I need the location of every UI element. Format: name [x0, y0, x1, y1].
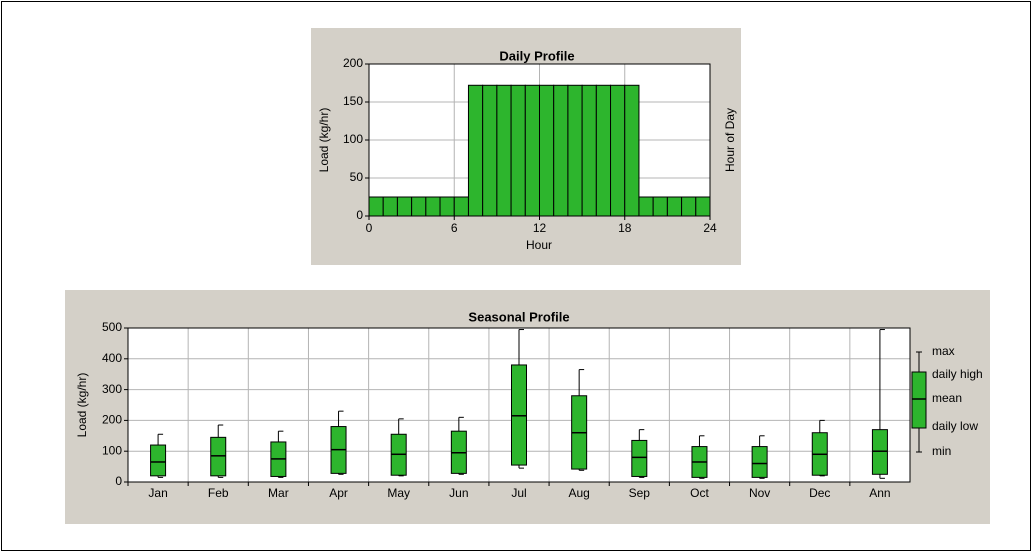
chart-title: Seasonal Profile — [468, 309, 569, 324]
x-tick-label: 6 — [451, 221, 458, 235]
x-tick-label: Ann — [869, 486, 890, 500]
x-tick-label: Oct — [690, 486, 709, 500]
bar — [510, 84, 526, 217]
plot-border — [368, 63, 711, 217]
y-axis-label: Load (kg/hr) — [317, 108, 331, 173]
x-tick-label: May — [387, 486, 410, 500]
box — [511, 364, 527, 466]
y-axis-label: Load (kg/hr) — [75, 373, 89, 438]
bar — [595, 84, 612, 217]
x-tick-label: 24 — [703, 221, 717, 235]
x-tick-label: Jan — [148, 486, 167, 500]
y-tick-label: 100 — [102, 443, 122, 457]
bar — [382, 196, 398, 217]
bar — [425, 196, 441, 217]
x-tick-label: Feb — [208, 486, 229, 500]
bar — [482, 84, 498, 217]
box — [150, 444, 167, 477]
y-tick-label: 0 — [115, 474, 122, 488]
box — [210, 436, 227, 477]
bar — [567, 84, 583, 217]
bar — [467, 84, 484, 217]
x-tick-label: Aug — [568, 486, 589, 500]
x-tick-label: 18 — [618, 221, 632, 235]
y-tick-label: 300 — [102, 382, 122, 396]
bar — [681, 196, 697, 217]
legend-label: mean — [932, 391, 962, 405]
x-tick-label: Nov — [749, 486, 770, 500]
y2-axis-label: Hour of Day — [723, 108, 737, 172]
bar — [396, 196, 413, 217]
x-axis-label: Hour — [526, 238, 552, 252]
bar — [411, 196, 427, 217]
bar — [666, 196, 683, 217]
bar — [652, 196, 668, 217]
bar — [581, 84, 597, 217]
bar — [624, 84, 640, 217]
y-tick-label: 50 — [350, 170, 364, 184]
legend-label: daily low — [932, 419, 978, 433]
y-tick-label: 200 — [102, 413, 122, 427]
y-tick-label: 500 — [102, 320, 122, 334]
seasonal-layer: max daily high mean daily low min — [932, 344, 983, 458]
bar — [539, 84, 555, 217]
box — [871, 429, 888, 475]
y-tick-label: 0 — [356, 208, 363, 222]
legend-label: min — [932, 444, 951, 458]
x-tick-label: 12 — [533, 221, 547, 235]
x-tick-label: Dec — [809, 486, 830, 500]
legend-label: daily high — [932, 367, 983, 381]
x-tick-label: Jun — [449, 486, 468, 500]
chart-title: Daily Profile — [499, 48, 574, 63]
legend-label: max — [932, 344, 955, 358]
x-tick-label: Apr — [329, 486, 348, 500]
x-tick-label: Mar — [268, 486, 289, 500]
bar — [638, 196, 654, 217]
y-tick-label: 200 — [343, 56, 363, 70]
bar — [439, 196, 455, 217]
legend-box — [911, 371, 927, 429]
y-tick-label: 150 — [343, 94, 363, 108]
y-tick-label: 100 — [343, 132, 363, 146]
bar — [610, 84, 626, 217]
box — [751, 446, 768, 478]
bar — [368, 196, 384, 217]
bar — [695, 196, 711, 217]
x-tick-label: 0 — [366, 221, 373, 235]
x-tick-label: Sep — [629, 486, 651, 500]
box — [631, 439, 648, 477]
bar — [453, 196, 469, 217]
bar — [496, 84, 512, 217]
y-tick-label: 400 — [102, 351, 122, 365]
bar — [553, 84, 569, 217]
bar — [524, 84, 541, 217]
plot-border — [127, 327, 911, 483]
x-tick-label: Jul — [511, 486, 526, 500]
